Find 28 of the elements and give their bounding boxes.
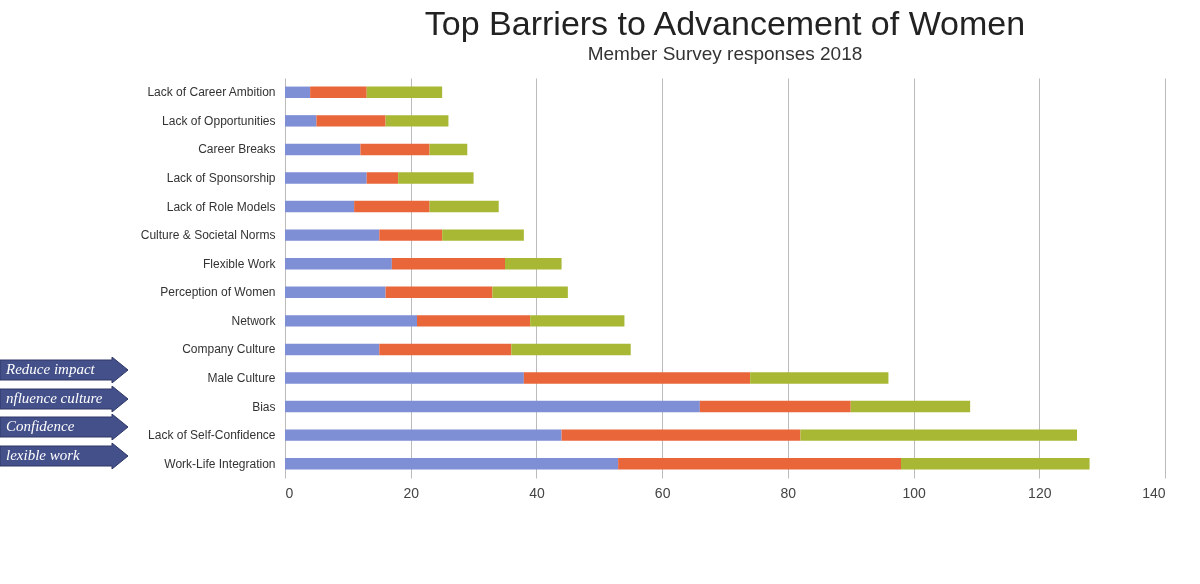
text: lexible work	[6, 446, 80, 464]
x-tick-label: 80	[780, 484, 797, 501]
x-tick-label: 40	[529, 484, 545, 501]
x-tick-label: 60	[654, 484, 671, 501]
text: nfluence culture	[6, 389, 103, 407]
x-tick-label: 100	[902, 484, 926, 501]
y-tick-label: Lack of Opportunities	[162, 113, 276, 128]
text: Reduce impact	[6, 361, 95, 378]
y-tick-label: Company Culture	[182, 342, 276, 357]
chart-subtitle: Member Survey responses 2018	[587, 43, 863, 64]
y-tick-label: Culture & Societal Norms	[140, 228, 276, 243]
chart-title: Top Barriers to Advancement of Women	[424, 4, 1026, 42]
y-tick-label: Work-Life Integration	[164, 456, 276, 471]
y-tick-label: Perception of Women	[160, 285, 276, 300]
y-tick-label: Lack of Sponsorship	[166, 171, 276, 185]
x-tick-label: 20	[403, 484, 420, 501]
y-tick-label: Lack of Career Ambition	[147, 85, 276, 100]
y-tick-label: Lack of Role Models	[166, 199, 276, 214]
x-tick-label: 140	[1142, 484, 1166, 501]
y-tick-label: Flexible Work	[203, 256, 277, 271]
text: Confidence	[6, 418, 75, 436]
x-tick-label: 0	[285, 484, 294, 501]
y-tick-label: Male Culture	[207, 371, 276, 385]
y-tick-label: Bias	[252, 399, 276, 414]
y-tick-label: Lack of Self-Confidence	[148, 428, 276, 443]
y-tick-label: Career Breaks	[198, 142, 276, 157]
x-tick-label: 120	[1028, 484, 1052, 501]
y-tick-label: Network	[231, 313, 277, 328]
